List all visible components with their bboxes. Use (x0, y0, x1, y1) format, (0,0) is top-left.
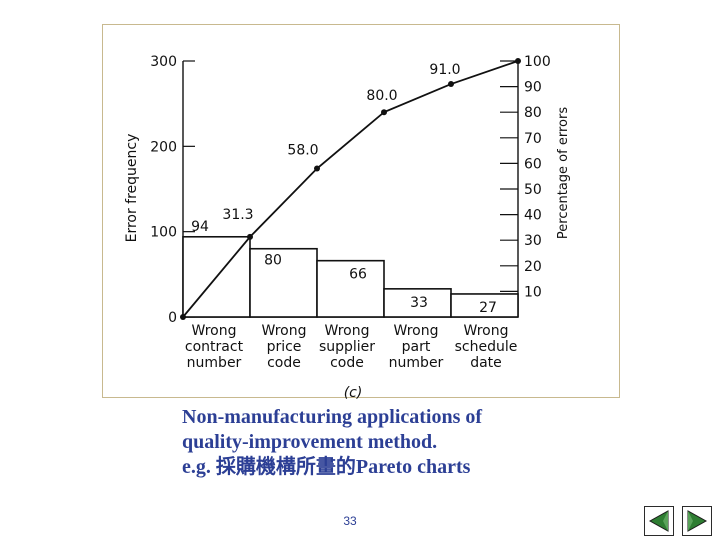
pareto-bar (316, 259, 385, 318)
right-tick-label: 20 (524, 259, 542, 275)
cumulative-value-label: 31.3 (222, 207, 253, 223)
pareto-bar (450, 293, 519, 318)
caption-line-1: Non-manufacturing applications of (182, 406, 483, 428)
pareto-chart: 0 100 200 300 Error frequency 10 20 30 40 50 60 70 8… (124, 54, 571, 399)
bar-value-label: 66 (349, 267, 367, 283)
category-label: Wrong part number (388, 323, 444, 371)
cumulative-value-label: 80.0 (366, 88, 397, 104)
caption-line-2: quality-improvement method. (182, 431, 438, 453)
right-tick-label: 60 (524, 156, 542, 172)
cumulative-point (515, 58, 521, 64)
left-tick-label: 0 (168, 310, 177, 326)
caption-line-3: e.g. 採購機構所畫的Pareto charts (182, 456, 471, 478)
origin-point (180, 314, 186, 320)
back-button[interactable] (644, 506, 674, 536)
right-tick-label: 30 (524, 233, 542, 249)
chart-figure: 0 100 200 300 Error frequency 10 20 30 40 50 60 70 8… (102, 24, 620, 399)
cumulative-value-label: 91.0 (429, 62, 460, 78)
right-tick-label: 40 (524, 208, 542, 224)
right-axis-label: Percentage of errors (556, 107, 571, 239)
back-triangle-icon (648, 510, 669, 532)
bar-value-label: 80 (264, 253, 282, 269)
bar-value-label: 94 (191, 219, 209, 235)
panel-label: (c) (344, 385, 363, 399)
right-tick-label: 50 (524, 182, 542, 198)
right-tick-label: 10 (524, 284, 542, 300)
forward-triangle-icon (687, 510, 708, 532)
left-tick-label: 200 (150, 139, 177, 155)
right-tick-label: 100 (524, 54, 551, 70)
left-axis-label: Error frequency (124, 134, 140, 243)
left-tick-label: 300 (150, 54, 177, 70)
category-label: Wrong price code (261, 323, 307, 371)
right-tick-label: 80 (524, 105, 542, 121)
cumulative-point (247, 233, 253, 240)
category-label: Wrong schedule date (454, 323, 518, 371)
category-label: Wrong contract number (184, 323, 244, 371)
pareto-bar (249, 247, 318, 318)
cumulative-value-label: 58.0 (287, 143, 318, 159)
bar-value-label: 27 (479, 300, 497, 316)
cumulative-point (314, 165, 320, 172)
right-tick-label: 90 (524, 80, 542, 96)
forward-button[interactable] (682, 506, 712, 536)
left-tick-label: 100 (150, 225, 177, 241)
cumulative-point (448, 81, 454, 88)
category-label: Wrong supplier code (318, 323, 376, 371)
page-number: 33 (343, 514, 357, 528)
slide-caption: Non-manufacturing applications of qualit… (182, 405, 602, 480)
bar-value-label: 33 (410, 295, 428, 311)
right-tick-label: 70 (524, 131, 542, 147)
cumulative-point (381, 109, 387, 116)
cumulative-line (182, 60, 519, 318)
